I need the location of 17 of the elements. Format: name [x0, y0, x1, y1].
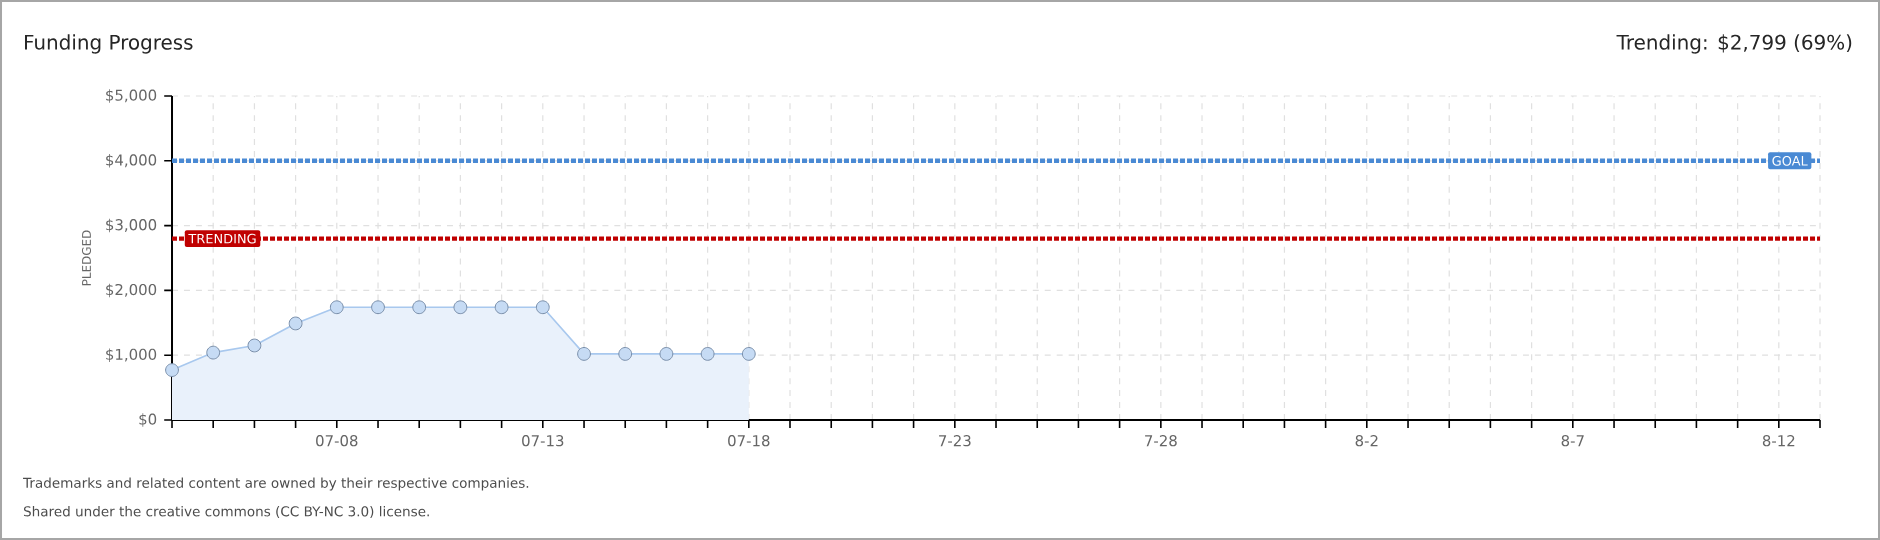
point: [659, 347, 674, 361]
point: [741, 347, 756, 361]
point: [535, 300, 550, 315]
point: [618, 347, 633, 361]
chart-subtitle: Trending: $2,799 (69%): [1616, 34, 1852, 54]
point: [700, 347, 715, 361]
chart-title: Funding Progress: [25, 34, 193, 54]
point: [577, 347, 591, 361]
point: [329, 300, 344, 315]
point: [288, 316, 303, 331]
point: [494, 300, 509, 315]
point: [412, 300, 427, 315]
point: [165, 363, 179, 377]
point: [371, 300, 385, 315]
point: [453, 300, 468, 315]
point: [247, 338, 262, 353]
point: [206, 345, 221, 360]
